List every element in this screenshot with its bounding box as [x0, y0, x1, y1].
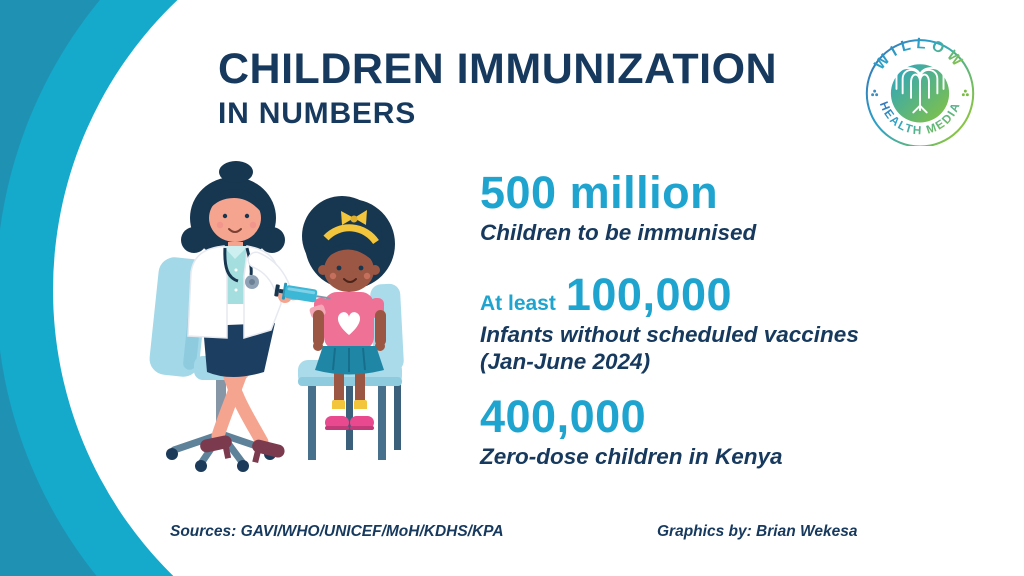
page-title: CHILDREN IMMUNIZATION — [218, 45, 778, 93]
sources-text: Sources: GAVI/WHO/UNICEF/MoH/KDHS/KPA — [170, 523, 504, 540]
stat-zero-dose-children: 400,000 Zero-dose children in Kenya — [480, 394, 783, 471]
page-subtitle: IN NUMBERS — [218, 97, 417, 130]
willow-tree-icon — [895, 67, 945, 114]
header: CHILDREN IMMUNIZATION IN NUMBERS — [218, 48, 777, 129]
stat-prefix: At least — [480, 292, 556, 315]
logo-ring — [865, 39, 975, 146]
stat-number: 100,000 — [565, 269, 733, 320]
child — [302, 196, 395, 430]
stat-caption: Zero-dose children in Kenya — [480, 444, 783, 469]
vaccination-illustration — [149, 161, 404, 472]
heart-icon — [337, 312, 361, 335]
stat-caption-line-1: Infants without scheduled vaccines — [480, 322, 859, 347]
doctor — [181, 161, 331, 464]
credit-text: Graphics by: Brian Wekesa — [657, 523, 858, 540]
stat-number: 500 million — [480, 167, 719, 218]
willow-health-media-logo: WILLOW HEALTH MEDIA — [865, 35, 975, 146]
logo-sparkle-left-icon — [871, 89, 879, 97]
stat-caption: Children to be immunised — [480, 220, 757, 245]
headband — [323, 224, 379, 245]
stat-children-immunised: 500 million Children to be immunised — [480, 170, 756, 247]
stat-caption-line-2: (Jan-June 2024) — [480, 348, 651, 374]
stat-number: 400,000 — [480, 391, 647, 442]
syringe-icon — [274, 282, 331, 303]
logo-sparkle-right-icon — [961, 89, 969, 97]
stat-infants-without-vaccines: At least 100,000 Infants without schedule… — [480, 272, 859, 375]
